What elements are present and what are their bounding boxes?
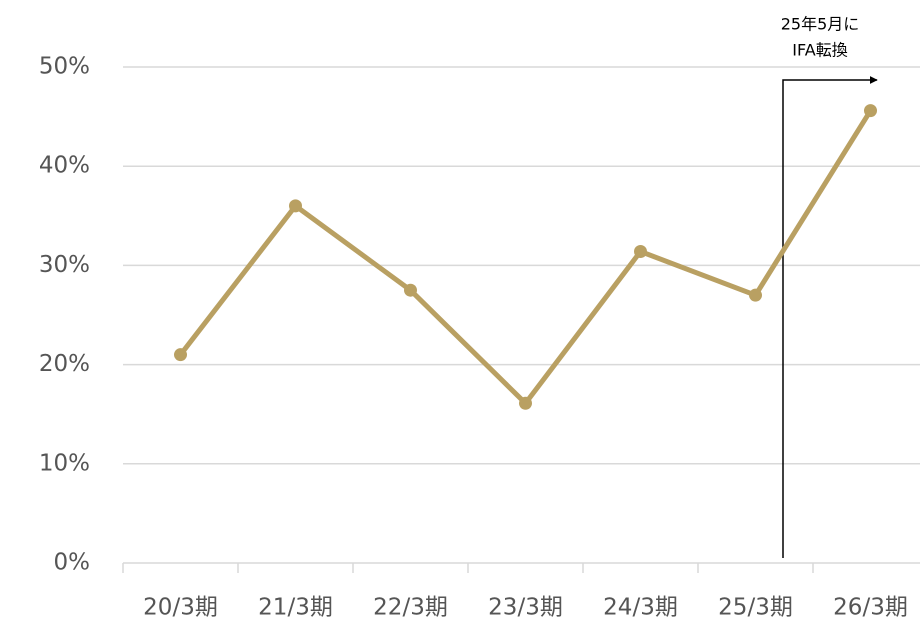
data-point bbox=[404, 283, 417, 297]
annotation-line: 25年5月に bbox=[781, 15, 860, 34]
x-tick-label: 24/3期 bbox=[603, 595, 678, 621]
data-point bbox=[634, 245, 647, 259]
y-tick-label: 30% bbox=[39, 252, 90, 278]
data-point bbox=[864, 104, 877, 118]
data-point bbox=[519, 396, 532, 410]
x-tick-label: 25/3期 bbox=[718, 595, 793, 621]
data-point bbox=[289, 199, 302, 213]
x-tick-label: 26/3期 bbox=[833, 595, 908, 621]
y-tick-label: 0% bbox=[54, 550, 91, 576]
y-tick-label: 10% bbox=[39, 450, 90, 476]
series-line bbox=[178, 109, 873, 406]
annotation-line: IFA転換 bbox=[792, 41, 847, 60]
data-point bbox=[749, 288, 762, 302]
x-tick-label: 23/3期 bbox=[488, 595, 563, 621]
x-tick-label: 20/3期 bbox=[143, 595, 218, 621]
y-tick-label: 50% bbox=[39, 54, 90, 80]
annotation-arrow bbox=[782, 76, 878, 558]
data-point bbox=[174, 348, 187, 362]
grid: 0% 10% 20% 30% 40% 50% bbox=[39, 54, 920, 576]
y-tick-label: 20% bbox=[39, 351, 90, 377]
plot bbox=[174, 104, 877, 410]
x-tick-label: 22/3期 bbox=[373, 595, 448, 621]
x-axis: 20/3期 21/3期 22/3期 23/3期 24/3期 25/3期 26/3期 bbox=[122, 562, 920, 621]
y-tick-label: 40% bbox=[39, 153, 90, 179]
x-tick-label: 21/3期 bbox=[258, 595, 333, 621]
